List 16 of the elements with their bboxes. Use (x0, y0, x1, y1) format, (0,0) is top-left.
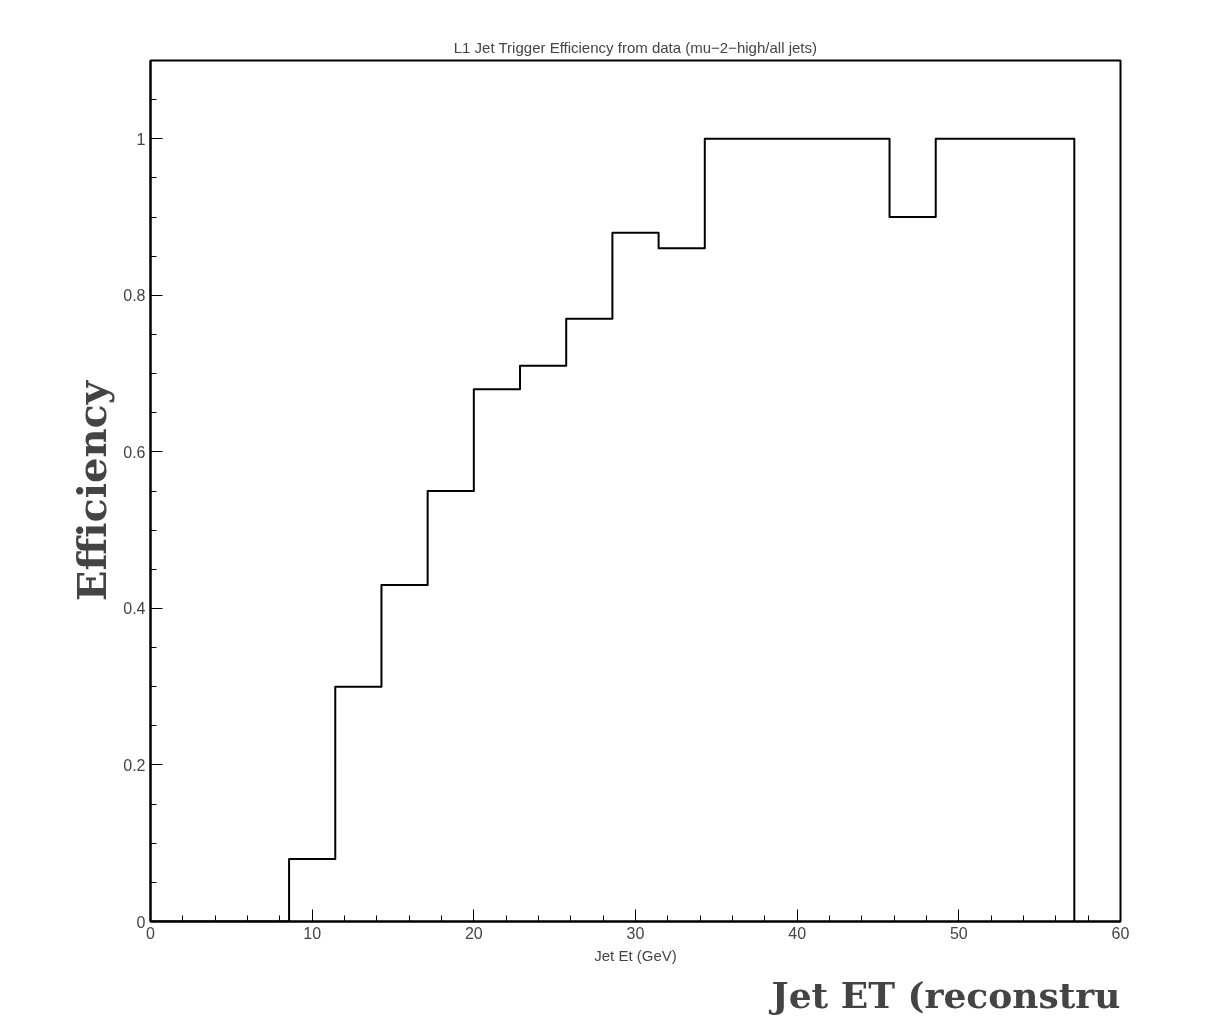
y-tick-label: 0.4 (123, 600, 146, 618)
y-tick-label: 0 (136, 913, 146, 931)
x-axis-title: Jet Et (GeV) (594, 946, 677, 964)
x-tick-label: 50 (949, 924, 968, 942)
x-tick-label: 20 (464, 924, 483, 942)
chart-title: L1 Jet Trigger Efficiency from data (mu−2−high/all jets) (453, 38, 817, 56)
y-tick-label: 0.2 (123, 756, 146, 774)
y-tick-label: 1 (136, 130, 146, 148)
x-tick-label: 30 (626, 924, 645, 942)
text: Jet ET (reconstru (768, 973, 1121, 1016)
x-tick-label: 40 (788, 924, 807, 942)
x-tick-label: 60 (1111, 924, 1130, 942)
y-tick-label: 0.8 (123, 287, 146, 305)
x-tick-label: 10 (303, 924, 322, 942)
y-tick-label: 0.6 (123, 443, 146, 461)
y-axis-title: Efficiency (68, 379, 116, 602)
